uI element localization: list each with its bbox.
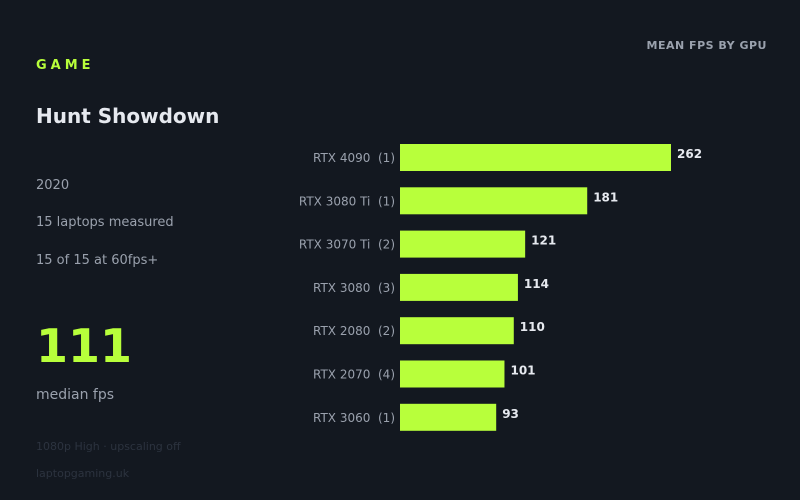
bar-value-label: 121 (531, 234, 556, 248)
fps-bar (400, 317, 514, 345)
fps-bar (400, 144, 671, 171)
game-title: Hunt Showdown (36, 104, 220, 128)
category-label: GAME (36, 58, 95, 73)
bar-category-label: RTX 3080 Ti (1) (299, 194, 395, 208)
bar-value-label: 110 (520, 320, 545, 334)
bar-category-label: RTX 4090 (1) (313, 151, 395, 165)
median-fps-label: median fps (36, 387, 115, 403)
fps-bar (400, 403, 497, 431)
settings-note: 1080p High · upscaling off (36, 440, 181, 453)
source-note: laptopgaming.uk (36, 467, 130, 480)
fps-bar (400, 273, 518, 301)
fps-bar (400, 360, 505, 388)
bar-category-label: RTX 3070 Ti (2) (299, 238, 395, 252)
bar-value-label: 93 (502, 407, 519, 421)
bar-category-label: RTX 2070 (4) (313, 368, 395, 382)
bar-value-label: 101 (510, 364, 535, 378)
laptops-measured: 15 laptops measured (36, 215, 174, 230)
chart-title: MEAN FPS BY GPU (646, 39, 767, 52)
bar-value-label: 181 (593, 190, 618, 204)
sixty-fps-count: 15 of 15 at 60fps+ (36, 253, 159, 268)
bar-category-label: RTX 3080 (3) (313, 281, 395, 295)
median-fps-value: 111 (36, 319, 133, 373)
bar-value-label: 262 (677, 147, 702, 161)
fps-bar (400, 187, 588, 215)
release-year: 2020 (36, 178, 70, 193)
bar-value-label: 114 (524, 277, 549, 291)
fps-bar (400, 230, 526, 258)
bar-category-label: RTX 2080 (2) (313, 324, 395, 338)
bar-category-label: RTX 3060 (1) (313, 411, 395, 425)
